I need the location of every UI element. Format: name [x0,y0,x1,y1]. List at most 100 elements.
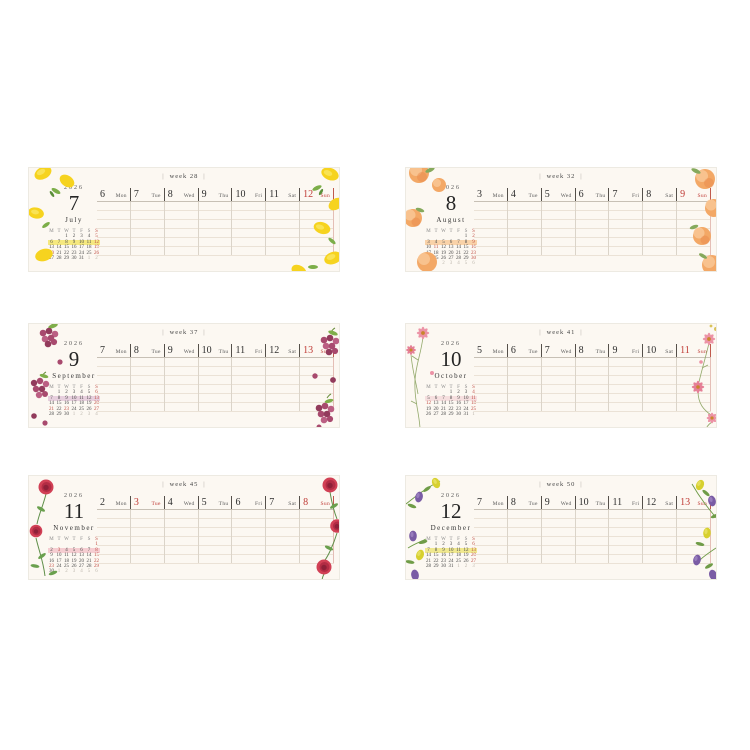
mini-calendar-week-row: 272829303112 [48,256,101,261]
mini-day-cell: 21 [56,250,62,256]
mini-weekday-label: S [87,385,91,391]
day-date-number: 9 [544,497,550,508]
month-panel: 2026 10 October MTWTFSS12345678910111213… [418,341,484,420]
week-label-bar: | [203,482,206,488]
day-column-header-sun: 8 Sun [299,496,335,509]
week-label: | week 32 | [406,173,716,180]
mini-day-cell: 21 [456,250,461,256]
year-label: 2026 [441,185,461,191]
day-column-header-fri: 11 Fri [231,344,265,357]
mini-day-cell: 14 [49,401,54,407]
day-of-week-label: Sun [697,349,708,355]
mini-day-cell: 11 [433,245,439,251]
day-column-header-sun: 12 Sun [299,188,335,201]
day-column-ruled-area [642,202,676,256]
year-label: 2026 [64,493,84,499]
mini-calendar-week-row: 13141516171819 [48,245,101,250]
month-name: July [65,216,83,225]
day-column-ruled-area [163,202,198,256]
month-number: 8 [445,191,457,215]
day-column-header-thu: 5 Thu [197,496,232,509]
day-date-number: 9 [167,345,173,356]
mini-day-cell: 5 [464,261,468,267]
mini-day-cell: 28 [456,256,461,261]
mini-day-cell: 19 [463,553,469,559]
week-grid-header: 7 Mon 8 Tue 9 Wed 10 Thu 11 Fri 12 Sat 13 Sun [474,496,712,509]
mini-day-cell: 4 [80,390,83,396]
mini-calendar-week-row: 23242526272829 [48,564,101,569]
mini-day-cell: 6 [93,569,101,574]
day-of-week-label: Fri [254,501,263,507]
month-number: 10 [440,347,462,371]
mini-calendar-weekday-header: MTWTFSS [48,385,101,390]
calendar-card-july: |week 28| 2026 7 July MTWTFSS12345678910… [28,167,340,272]
day-date-number: 3 [477,189,482,200]
mini-day-cell: 19 [93,245,101,250]
day-column-header-fri: 10 Fri [231,188,265,201]
mini-weekday-label: W [64,229,69,235]
mini-day-cell: 1 [434,261,438,267]
day-date-number: 11 [235,345,246,356]
mini-day-cell: 30 [71,256,77,261]
day-date-number: 9 [201,189,207,200]
mini-day-cell: 15 [433,553,439,559]
day-column-ruled-area [265,358,299,412]
mini-day-cell: 14 [426,553,431,559]
mini-day-cell: 6 [93,390,101,395]
mini-day-cell: 30 [456,412,461,417]
mini-day-cell: 3 [464,390,468,396]
mini-calendar-week-row: 3456789 [424,239,478,246]
mini-day-cell: 5 [464,542,468,548]
month-name: September [52,372,96,381]
mini-day-cell: 23 [470,251,478,256]
month-name: August [436,216,466,225]
mini-calendar-week-row: 9101112131415 [48,553,101,558]
mini-calendar-week-row: 78910111213 [47,395,101,402]
mini-day-cell: 3 [449,542,453,548]
day-column-ruled-area [474,510,507,563]
day-of-week-label: Tue [151,501,161,507]
day-date-number: 5 [544,189,550,200]
day-date-number: 7 [133,189,139,200]
day-column-ruled-area [97,202,130,255]
day-of-week-label: Wed [560,349,572,355]
day-of-week-label: Thu [218,193,229,199]
mini-day-cell: 14 [56,245,62,251]
day-of-week-label: Sun [320,501,331,507]
mini-day-cell: 25 [456,558,461,564]
day-column-ruled-area [506,358,541,412]
mini-day-cell: 15 [64,245,69,251]
mini-day-cell: 29 [64,256,69,261]
day-column-header-wed: 8 Wed [163,188,198,201]
day-date-number: 11 [680,345,690,356]
day-of-week-label: Fri [631,501,640,507]
week-label: | week 50 | [406,481,716,488]
mini-weekday-label: W [64,385,69,391]
mini-day-cell: 8 [464,239,468,245]
mini-weekday-label: T [72,537,76,543]
week-label-bar: | [539,174,542,180]
mini-day-cell: 5 [72,547,76,553]
day-column-header-mon: 3 Mon [474,188,507,201]
mini-day-cell: 15 [56,401,62,407]
day-date-number: 8 [578,345,584,356]
day-column-header-wed: 9 Wed [540,496,575,509]
day-date-number: 3 [133,497,139,508]
day-date-number: 6 [578,189,584,200]
day-of-week-label: Sat [288,501,297,507]
mini-day-cell: 12 [71,553,77,559]
calendar-card-september: |week 37| 2026 9 September MTWTFSS123456… [28,323,340,428]
mini-day-cell: 24 [71,406,77,412]
mini-day-cell: 5 [427,395,430,401]
day-column-header-tue: 4 Tue [506,188,541,201]
mini-calendar-week-row: 16171819202122 [48,559,101,564]
day-date-number: 8 [510,497,516,508]
mini-month-calendar: MTWTFSS123456789101112131415161718192021… [424,537,478,569]
day-column-ruled-area [642,358,676,412]
mini-day-cell: 9 [65,395,68,401]
mini-day-cell: 31 [463,412,469,417]
mini-weekday-label: M [49,229,54,235]
mini-day-cell: 10 [426,245,431,251]
mini-day-cell: 16 [71,245,77,251]
mini-day-cell: 18 [456,553,461,559]
